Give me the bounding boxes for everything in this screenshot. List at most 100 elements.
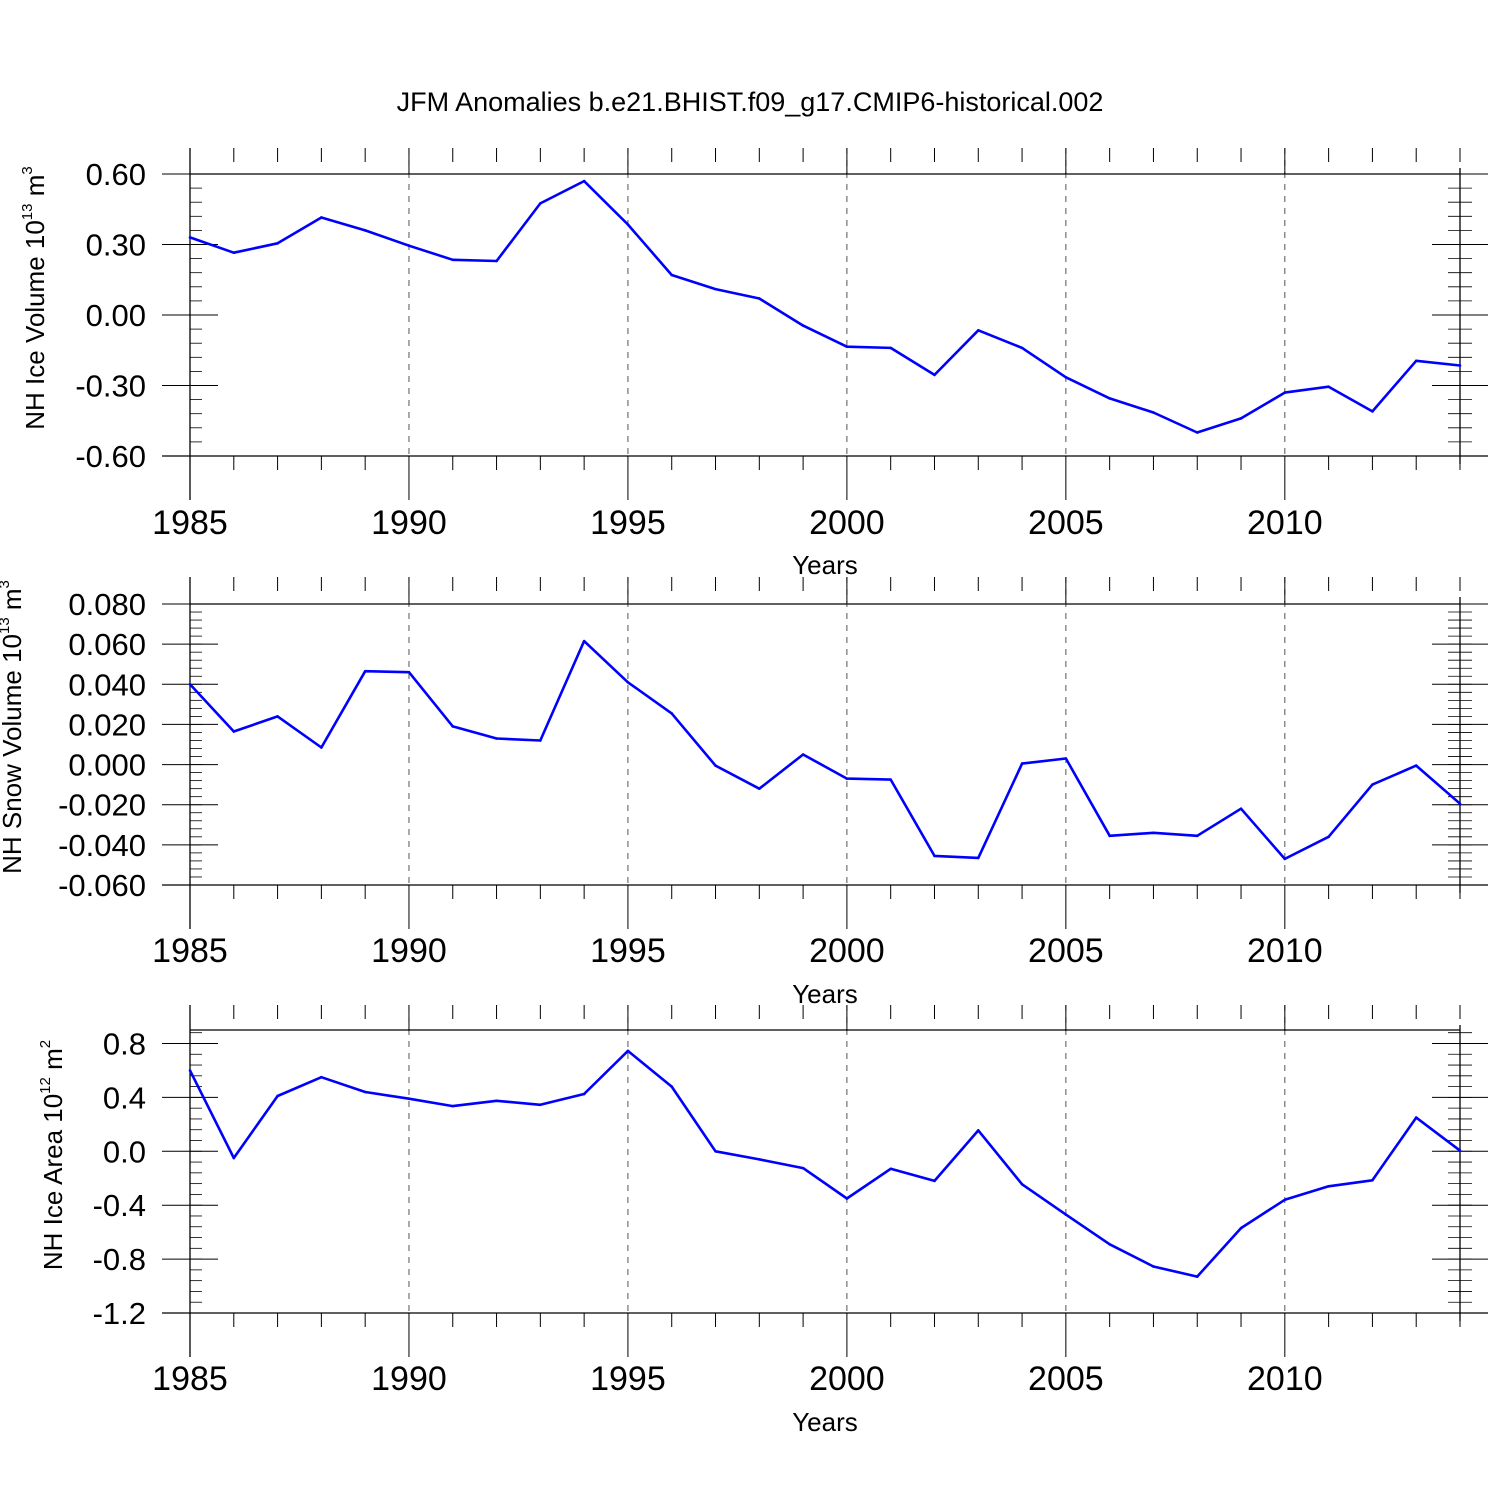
data-point [670, 712, 674, 715]
data-point [1327, 385, 1330, 388]
series-line-ice-area [188, 1049, 1461, 1278]
data-point [670, 1085, 674, 1088]
data-point [889, 346, 892, 350]
y-tick-label: 0.000 [68, 748, 146, 783]
panel-ice-volume: -0.60 -0.30 0.00 0.30 0.60 1985 1990 1995 2000 20… [19, 148, 1488, 580]
data-point [1283, 1198, 1287, 1202]
data-point [801, 753, 805, 756]
data-point [626, 223, 630, 226]
data-point [1283, 857, 1287, 861]
data-point [714, 1149, 717, 1153]
data-point [1371, 783, 1374, 786]
data-point [933, 854, 936, 858]
data-point [320, 216, 323, 219]
data-point [1239, 807, 1243, 811]
data-point [363, 669, 367, 673]
data-point [714, 287, 717, 291]
data-point [1152, 1265, 1155, 1268]
panel-snow-volume: -0.060 -0.040 -0.020 0.000 0.020 0.040 0.060 0.… [0, 577, 1488, 1009]
data-point [1283, 391, 1287, 394]
x-tick-label: 1995 [590, 932, 666, 970]
data-point [1108, 397, 1111, 400]
data-point [976, 328, 980, 332]
data-point [188, 236, 192, 239]
data-point [1414, 359, 1418, 363]
data-point [976, 1129, 980, 1132]
data-point [1371, 1178, 1374, 1182]
y-tick-label: 0.00 [86, 298, 146, 333]
data-point [1152, 831, 1155, 835]
y-tick-label: -0.040 [58, 828, 146, 863]
data-point [1458, 364, 1462, 367]
x-tick-label: 1995 [590, 504, 666, 542]
data-point [188, 682, 192, 686]
y-tick-label: 0.4 [103, 1080, 146, 1115]
x-tick-label: 2005 [1028, 1360, 1104, 1398]
x-axis-label: Years [792, 1407, 858, 1437]
data-point [976, 856, 980, 860]
data-point [539, 202, 542, 205]
data-point [1064, 757, 1068, 760]
data-point [232, 251, 236, 255]
y-tick-label: 0.040 [68, 667, 146, 702]
chart-title: JFM Anomalies b.e21.BHIST.f09_g17.CMIP6-… [397, 87, 1104, 117]
data-point [1414, 1116, 1418, 1119]
y-tick-label: -0.060 [58, 868, 146, 903]
x-tick-label: 1990 [371, 1360, 447, 1398]
series-line-ice-volume [189, 179, 1461, 434]
data-point [933, 373, 936, 377]
data-point [363, 1090, 367, 1094]
data-point [889, 778, 892, 781]
y-tick-label: -1.2 [93, 1296, 146, 1331]
data-point [758, 1158, 761, 1161]
data-point [451, 1104, 455, 1108]
series-line-snow-volume [189, 639, 1461, 861]
data-point [539, 739, 542, 742]
data-point [1064, 1213, 1068, 1216]
data-point [1108, 834, 1111, 838]
panel-ice-area: -1.2 -0.8 -0.4 0.0 0.4 0.8 1985 1990 1995 2000 200… [37, 1005, 1488, 1437]
data-point [407, 670, 411, 674]
y-tick-label: 0.60 [86, 157, 146, 192]
y-tick-label: -0.4 [93, 1188, 146, 1223]
x-tick-label: 2000 [809, 932, 885, 970]
y-tick-label: 0.8 [103, 1026, 146, 1061]
data-point [1414, 764, 1418, 767]
data-point [1239, 1226, 1243, 1230]
y-axis-label: NH Snow Volume 1013 m3 [0, 580, 27, 874]
x-tick-label: 2010 [1247, 504, 1323, 542]
data-point [232, 730, 236, 733]
y-tick-label: 0.0 [103, 1134, 146, 1169]
data-point [495, 737, 498, 740]
data-point [1020, 762, 1024, 765]
y-tick-label: 0.080 [68, 587, 146, 622]
data-point [714, 764, 717, 767]
data-point [451, 258, 455, 262]
x-tick-label: 2010 [1247, 1360, 1323, 1398]
data-point [1327, 835, 1330, 839]
data-point [276, 1094, 279, 1098]
x-tick-label: 1990 [371, 932, 447, 970]
data-point [1371, 410, 1374, 413]
y-axis-label: NH Ice Area 1012 m2 [37, 1040, 68, 1270]
data-point [407, 244, 411, 247]
panels-container: -0.60 -0.30 0.00 0.30 0.60 1985 1990 1995 2000 20… [0, 148, 1488, 1437]
data-point [582, 179, 586, 183]
data-point [276, 715, 279, 718]
data-point [276, 242, 279, 245]
data-point [758, 297, 761, 300]
data-point [1195, 1275, 1199, 1278]
data-point [188, 1069, 192, 1072]
x-tick-label: 2000 [809, 504, 885, 542]
y-tick-label: 0.30 [86, 228, 146, 263]
data-point [320, 1075, 323, 1079]
y-tick-label: -0.30 [75, 369, 146, 404]
data-point [1327, 1185, 1330, 1188]
y-tick-label: 0.060 [68, 627, 146, 662]
data-point [1195, 431, 1199, 434]
x-tick-label: 1990 [371, 504, 447, 542]
y-tick-label: -0.60 [75, 439, 146, 474]
x-axis-label: Years [792, 979, 858, 1009]
data-point [1064, 375, 1068, 379]
